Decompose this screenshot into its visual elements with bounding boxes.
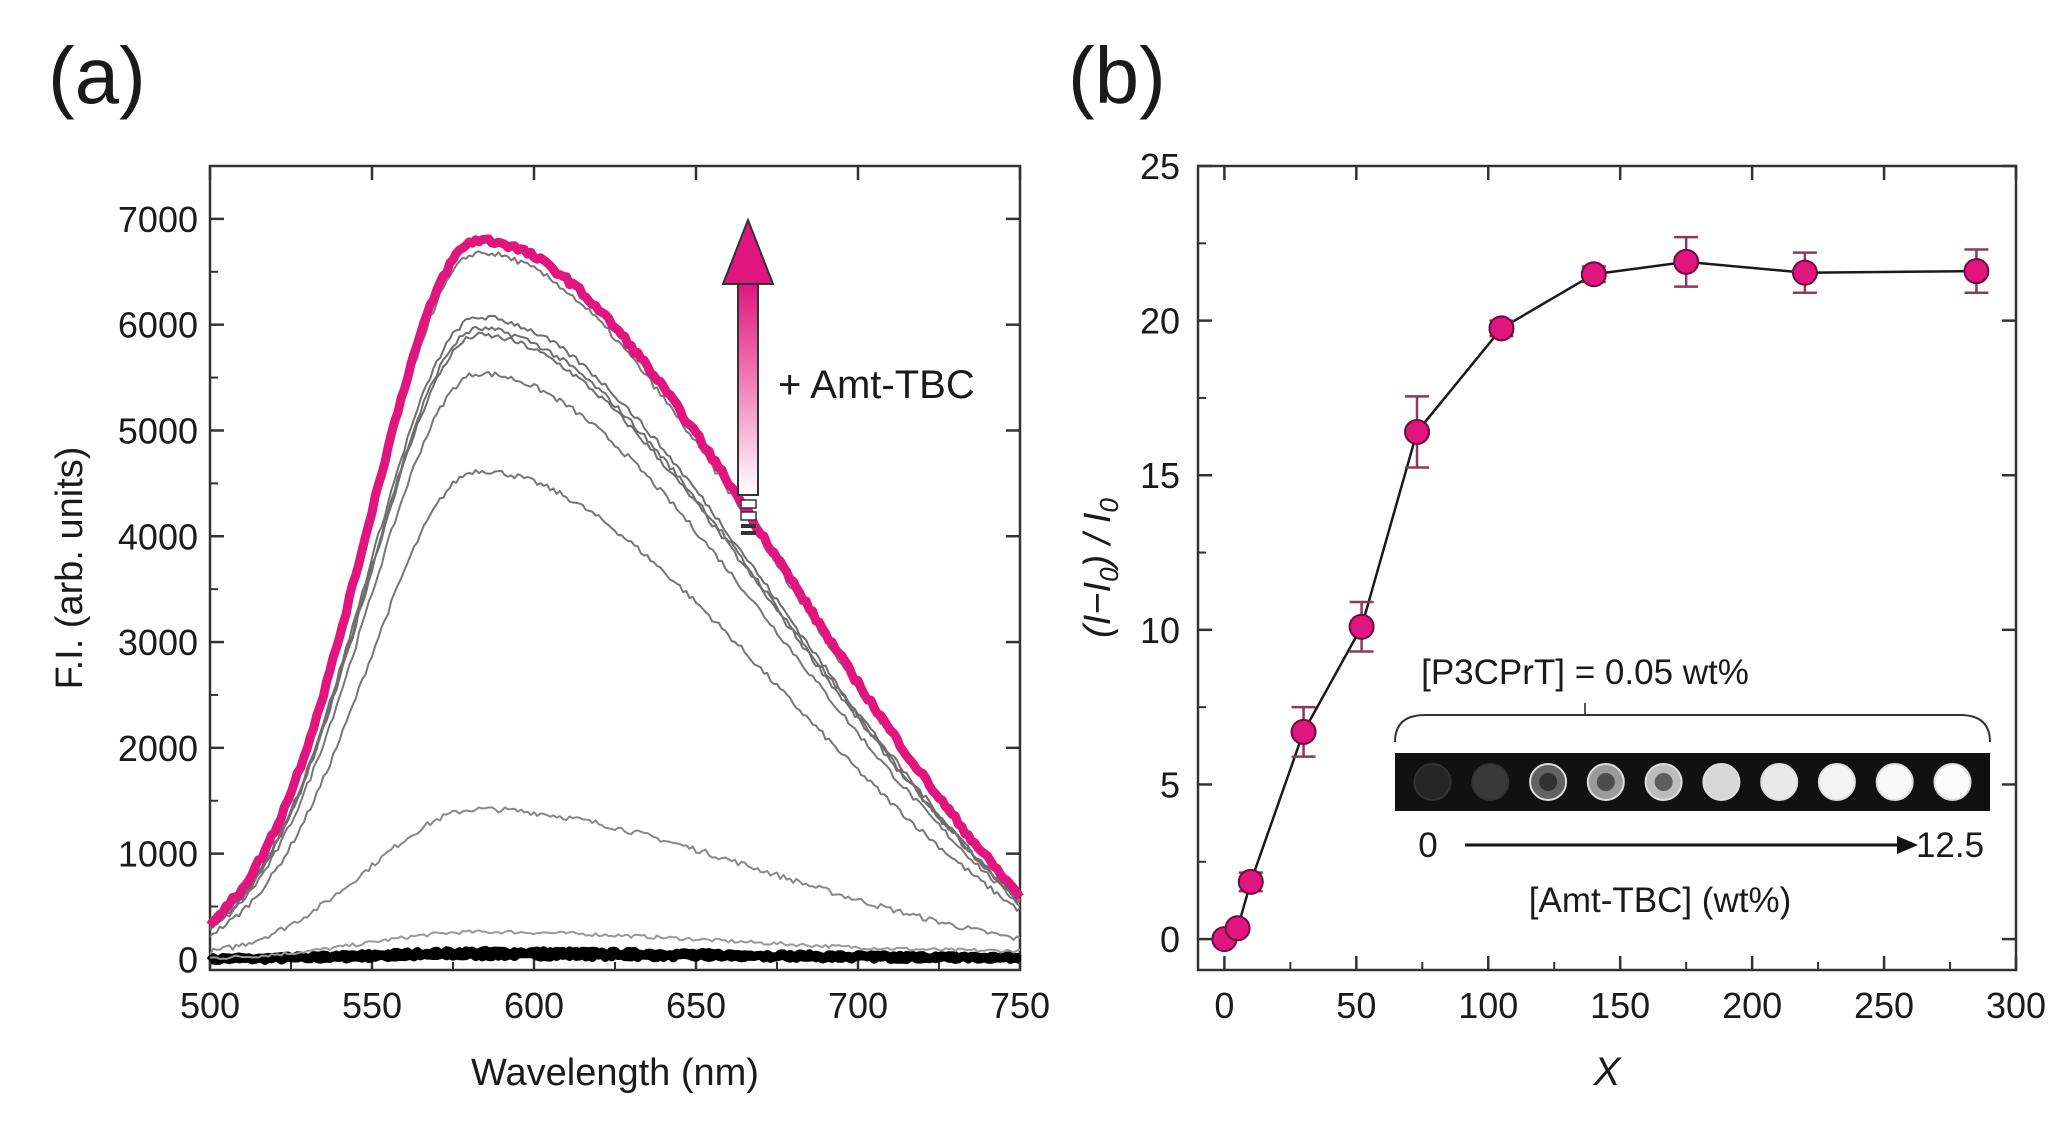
svg-text:(I−I0) / I0: (I−I0) / I0 bbox=[1077, 498, 1124, 638]
y-tick-label: 1000 bbox=[118, 834, 198, 875]
well-7 bbox=[1760, 763, 1799, 801]
x-tick-label: 550 bbox=[342, 985, 402, 1026]
data-point bbox=[1237, 868, 1264, 895]
y-tick-label: 15 bbox=[1140, 455, 1180, 496]
well-core-4 bbox=[1596, 773, 1615, 791]
data-point bbox=[1224, 915, 1251, 942]
well-9 bbox=[1875, 763, 1914, 801]
y-tick-label: 0 bbox=[178, 939, 198, 980]
data-point bbox=[1290, 718, 1317, 745]
x-tick-label: 500 bbox=[180, 985, 240, 1026]
data-point bbox=[1580, 261, 1607, 288]
x-tick-label: 600 bbox=[504, 985, 564, 1026]
inset-start-label: 0 bbox=[1418, 826, 1437, 865]
chart-b-x-label: X bbox=[1593, 1050, 1622, 1094]
inset-end-label: 12.5 bbox=[1916, 826, 1984, 865]
data-point bbox=[1791, 259, 1818, 286]
well-core-5 bbox=[1654, 773, 1673, 791]
inset-well-image: [P3CPrT] = 0.05 wt% 0 12.5 [Amt-TBC] (wt… bbox=[1394, 653, 1991, 920]
x-tick-label: 50 bbox=[1336, 985, 1376, 1026]
well-8 bbox=[1817, 763, 1856, 801]
chart-a-y-label: F.I. (arb. units) bbox=[49, 447, 91, 690]
y-tick-label: 4000 bbox=[118, 516, 198, 557]
chart-a-frame bbox=[208, 164, 1022, 972]
well-6 bbox=[1702, 763, 1741, 801]
chart-b-frame bbox=[1196, 164, 2018, 972]
data-point bbox=[1963, 258, 1990, 285]
x-tick-label: 200 bbox=[1722, 985, 1782, 1026]
y-tick-label: 25 bbox=[1140, 146, 1180, 187]
x-tick-label: 700 bbox=[828, 985, 888, 1026]
spectrum-x=175 bbox=[209, 314, 1021, 929]
data-point bbox=[1488, 315, 1515, 342]
y-tick-label: 7000 bbox=[118, 199, 198, 240]
data-point bbox=[1404, 418, 1431, 445]
x-tick-label: 100 bbox=[1458, 985, 1518, 1026]
well-2 bbox=[1471, 763, 1510, 801]
data-point bbox=[1348, 613, 1375, 640]
spectra-series bbox=[206, 234, 1024, 965]
well-10 bbox=[1933, 763, 1972, 801]
y-tick-label: 10 bbox=[1140, 610, 1180, 651]
spectrum-x=30 bbox=[209, 806, 1021, 956]
y-tick-label: 6000 bbox=[118, 305, 198, 346]
x-tick-label: 250 bbox=[1854, 985, 1914, 1026]
x-tick-label: 750 bbox=[990, 985, 1050, 1026]
inset-title: [P3CPrT] = 0.05 wt% bbox=[1421, 653, 1749, 692]
y-tick-label: 2000 bbox=[118, 728, 198, 769]
spectrum-x=50 bbox=[209, 468, 1021, 938]
chart-a-x-label: Wavelength (nm) bbox=[471, 1052, 759, 1094]
spectrum-x=285 bbox=[206, 234, 1024, 929]
x-tick-label: 300 bbox=[1986, 985, 2046, 1026]
inset-bracket bbox=[1394, 714, 1991, 743]
x-tick-label: 150 bbox=[1590, 985, 1650, 1026]
inset-axis-label: [Amt-TBC] (wt%) bbox=[1529, 881, 1791, 920]
y-tick-label: 0 bbox=[1160, 919, 1180, 960]
response-points bbox=[1211, 235, 1990, 953]
response-chart: 0 50 100 150 200 250 300 0 5 10 15 20 25 [P3CPrT] = … bbox=[1077, 146, 2046, 1094]
spectrum-x=75 bbox=[209, 371, 1021, 931]
panel-label-a: (a) bbox=[48, 31, 146, 120]
y-tick-label: 5 bbox=[1160, 764, 1180, 805]
x-tick-label: 0 bbox=[1214, 985, 1234, 1026]
chart-b-y-label: (I−I0) / I0 bbox=[1077, 498, 1124, 638]
y-tick-label: 3000 bbox=[118, 622, 198, 663]
amt-tbc-arrow bbox=[721, 217, 775, 535]
well-core-3 bbox=[1539, 773, 1558, 791]
amt-tbc-annotation: + Amt-TBC bbox=[778, 363, 975, 407]
spectrum-x=10 bbox=[209, 929, 1021, 960]
y-tick-label: 5000 bbox=[118, 410, 198, 451]
chart-a-ticks: 500 550 600 650 700 750 0 1000 2000 3000 4000 5000 6… bbox=[118, 166, 1050, 1026]
y-tick-label: 20 bbox=[1140, 301, 1180, 342]
chart-b-ticks: 0 50 100 150 200 250 300 0 5 10 15 20 25 bbox=[1140, 146, 2046, 1026]
spectra-chart: 500 550 600 650 700 750 0 1000 2000 3000 4000 5000 6… bbox=[49, 164, 1050, 1094]
spectrum-x=5 bbox=[207, 945, 1022, 965]
x-tick-label: 650 bbox=[666, 985, 726, 1026]
data-point bbox=[1673, 248, 1700, 275]
well-1 bbox=[1413, 763, 1452, 801]
panel-label-b: (b) bbox=[1068, 31, 1166, 120]
